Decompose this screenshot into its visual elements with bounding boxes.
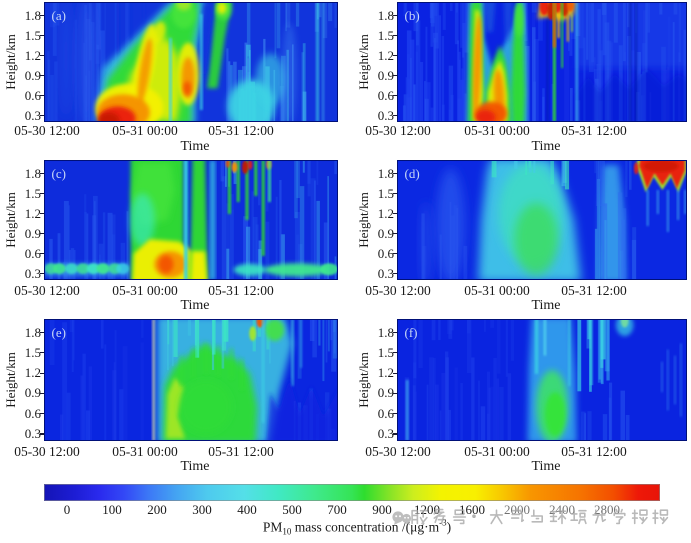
svg-text:(f): (f) xyxy=(405,325,418,340)
svg-text:(b): (b) xyxy=(405,8,420,23)
svg-text:(a): (a) xyxy=(52,8,66,23)
svg-text:(c): (c) xyxy=(52,166,66,181)
svg-text:(d): (d) xyxy=(405,166,420,181)
svg-text:(e): (e) xyxy=(52,325,66,340)
